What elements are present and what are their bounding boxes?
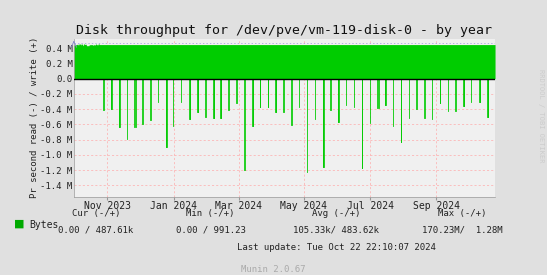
Text: Max (-/+): Max (-/+) — [438, 209, 486, 218]
Text: ■: ■ — [14, 219, 24, 229]
Text: Last update: Tue Oct 22 22:10:07 2024: Last update: Tue Oct 22 22:10:07 2024 — [237, 243, 436, 252]
Y-axis label: Pr second read (-) / write (+): Pr second read (-) / write (+) — [30, 37, 39, 198]
Text: Avg (-/+): Avg (-/+) — [312, 209, 360, 218]
Text: Min (-/+): Min (-/+) — [187, 209, 235, 218]
Text: Bytes: Bytes — [29, 220, 59, 230]
Text: RRDTOOL / TOBI OETIKER: RRDTOOL / TOBI OETIKER — [538, 69, 544, 162]
Text: Munin 2.0.67: Munin 2.0.67 — [241, 265, 306, 274]
Text: 105.33k/ 483.62k: 105.33k/ 483.62k — [293, 226, 380, 234]
Text: 170.23M/  1.28M: 170.23M/ 1.28M — [422, 226, 503, 234]
Text: 0.00 / 487.61k: 0.00 / 487.61k — [58, 226, 133, 234]
Text: 0.00 / 991.23: 0.00 / 991.23 — [176, 226, 246, 234]
Title: Disk throughput for /dev/pve/vm-119-disk-0 - by year: Disk throughput for /dev/pve/vm-119-disk… — [77, 24, 492, 37]
Text: Cur (-/+): Cur (-/+) — [72, 209, 120, 218]
